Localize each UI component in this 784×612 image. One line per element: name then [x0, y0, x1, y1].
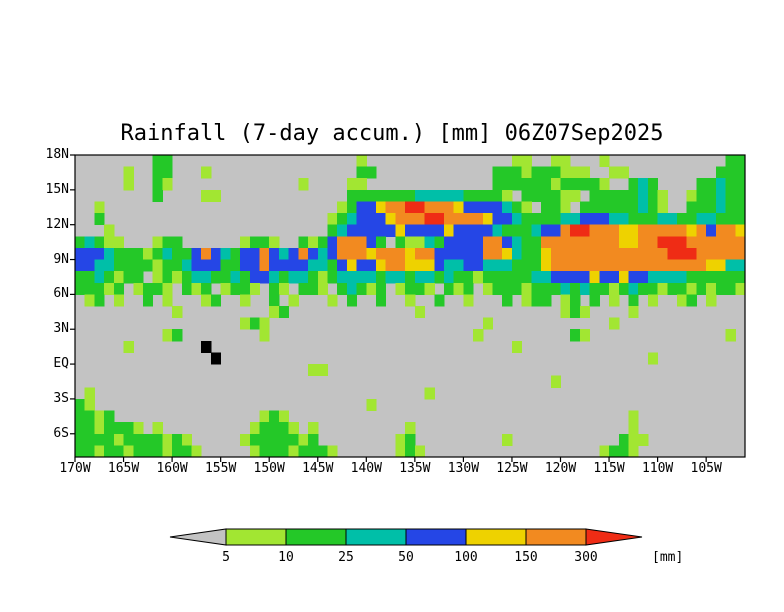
colorbar-tick-label: 300: [574, 550, 598, 565]
x-tick-label: 105W: [690, 461, 722, 476]
y-tick-label: 18N: [45, 147, 69, 162]
colorbar: [169, 528, 643, 546]
x-tick-label: 110W: [641, 461, 674, 476]
y-tick-label: 3N: [53, 321, 69, 337]
y-tick-label: 6S: [53, 425, 69, 441]
colorbar-tick-label: 10: [278, 550, 294, 565]
colorbar-tick-label: 25: [338, 550, 354, 565]
colorbar-tick-label: 50: [398, 550, 414, 565]
y-tick-label: 3S: [53, 390, 69, 406]
x-tick-label: 130W: [447, 461, 480, 476]
x-tick-label: 115W: [593, 461, 625, 476]
x-tick-label: 160W: [156, 461, 188, 476]
y-tick-label: 9N: [53, 251, 69, 267]
x-tick-label: 135W: [399, 461, 431, 476]
x-tick-label: 170W: [59, 461, 91, 476]
y-tick-label: EQ: [53, 356, 69, 372]
axis-ticks: [70, 154, 707, 462]
chart-title: Rainfall (7-day accum.) [mm] 06Z07Sep202…: [120, 121, 664, 146]
x-tick-label: 150W: [253, 461, 285, 476]
x-tick-label: 120W: [544, 461, 577, 476]
x-tick-label: 165W: [107, 461, 140, 476]
y-tick-label: 12N: [45, 216, 69, 232]
map-border: [74, 154, 746, 458]
grid-cells: [75, 155, 745, 457]
y-tick-label: 15N: [45, 181, 69, 197]
x-tick-label: 145W: [302, 461, 334, 476]
colorbar-tick-label: 150: [514, 550, 538, 565]
x-tick-label: 140W: [350, 461, 382, 476]
x-tick-label: 125W: [496, 461, 528, 476]
colorbar-tick-label: 100: [454, 550, 478, 565]
colorbar-tick-label: 5: [222, 550, 230, 565]
colorbar-units-label: [mm]: [652, 550, 684, 565]
y-tick-label: 6N: [53, 286, 69, 302]
x-tick-label: 155W: [204, 461, 237, 476]
